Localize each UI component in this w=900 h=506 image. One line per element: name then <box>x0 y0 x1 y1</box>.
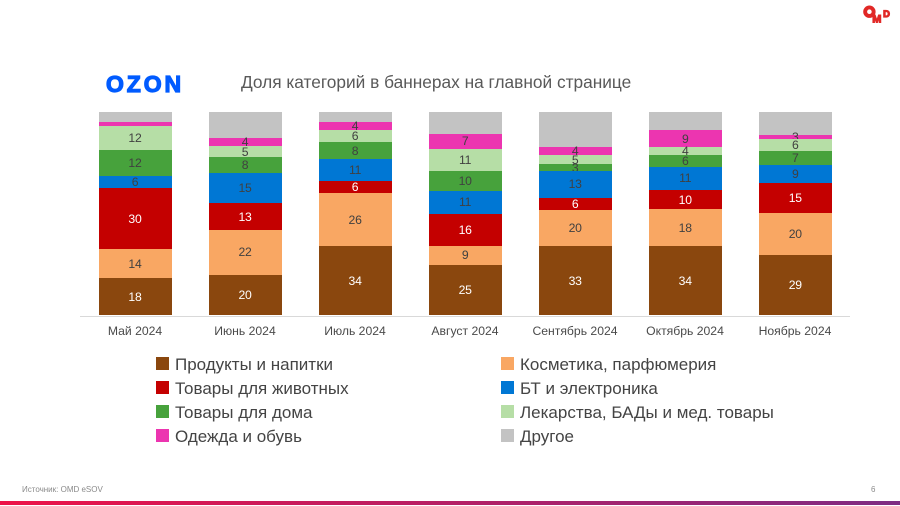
svg-text:M: M <box>872 13 881 25</box>
svg-text:D: D <box>883 8 890 19</box>
